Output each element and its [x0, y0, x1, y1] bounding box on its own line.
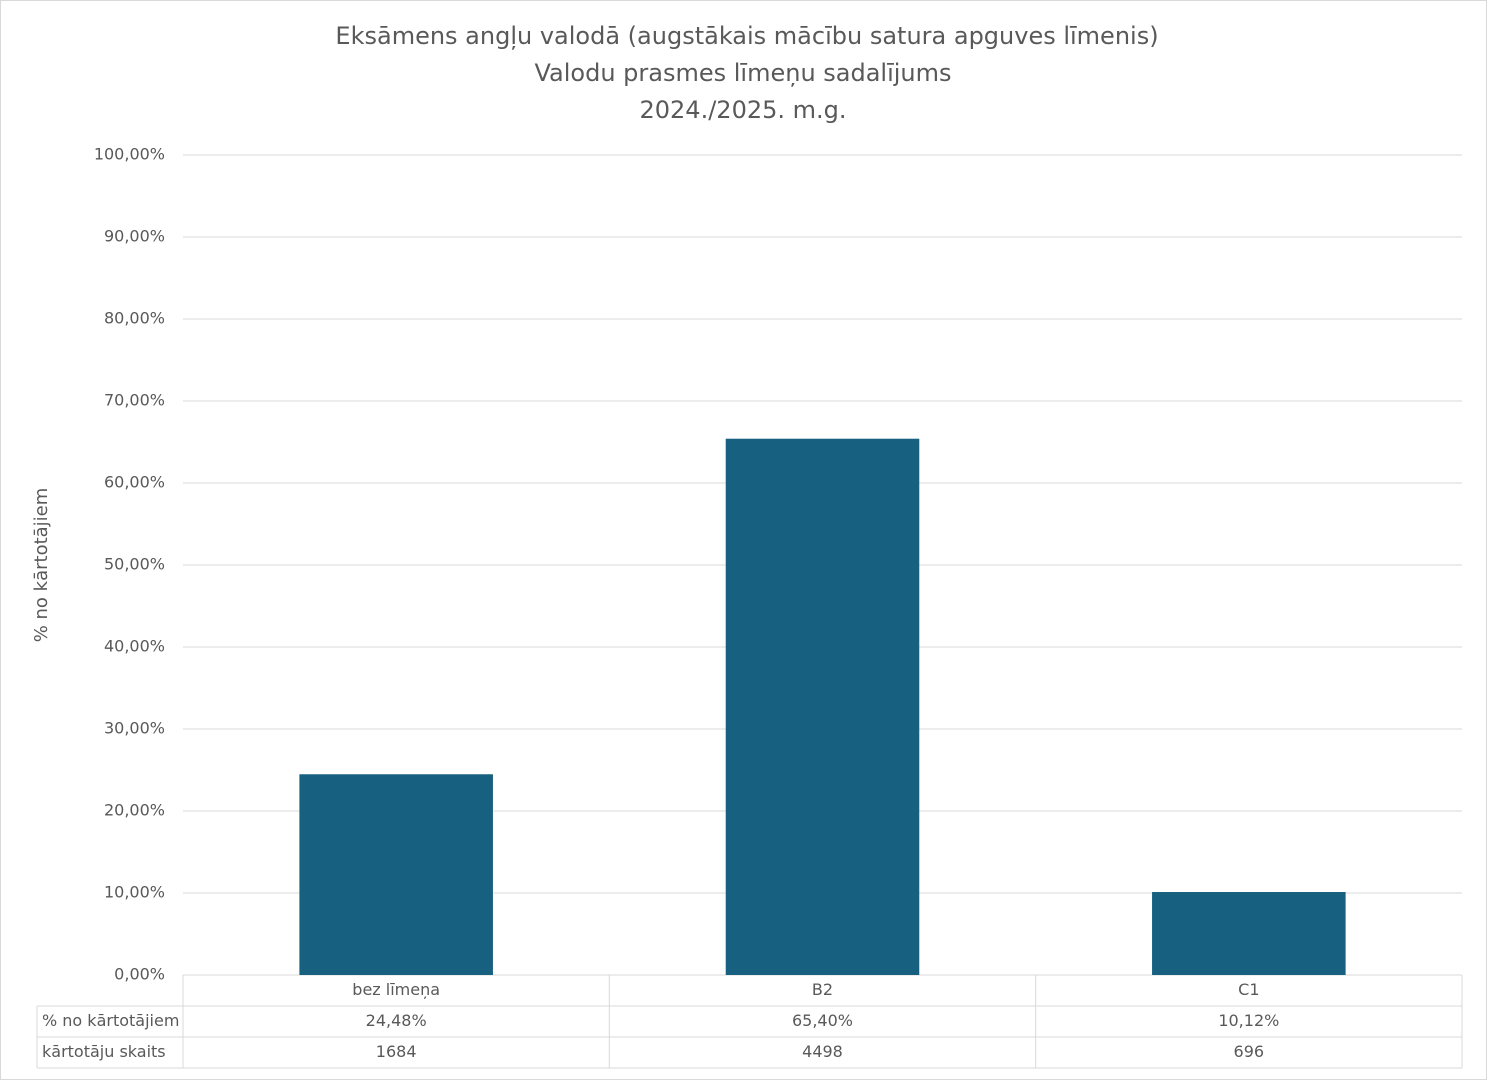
- y-tick-label: 100,00%: [94, 145, 165, 164]
- y-tick-label: 60,00%: [104, 473, 165, 492]
- table-row-label: % no kārtotājiem: [42, 1011, 179, 1030]
- table-cell: 10,12%: [1218, 1011, 1279, 1030]
- table-row-label: kārtotāju skaits: [42, 1042, 166, 1061]
- table-cell: 696: [1234, 1042, 1265, 1061]
- y-axis-label: % no kārtotājiem: [31, 488, 52, 643]
- table-cell: 65,40%: [792, 1011, 853, 1030]
- bar: [1152, 892, 1346, 975]
- table-cell: 1684: [376, 1042, 417, 1061]
- y-tick-label: 0,00%: [114, 965, 165, 984]
- y-tick-label: 10,00%: [104, 883, 165, 902]
- y-tick-label: 70,00%: [104, 391, 165, 410]
- y-tick-label: 90,00%: [104, 227, 165, 246]
- x-tick-label: C1: [1238, 980, 1259, 999]
- table-cell: 24,48%: [366, 1011, 427, 1030]
- table-cell: 4498: [802, 1042, 843, 1061]
- bar: [299, 774, 493, 975]
- x-tick-label: bez līmeņa: [352, 980, 440, 999]
- y-tick-label: 30,00%: [104, 719, 165, 738]
- chart-title: Valodu prasmes līmeņu sadalījums: [534, 59, 951, 87]
- bar: [725, 438, 920, 976]
- y-tick-label: 50,00%: [104, 555, 165, 574]
- chart-title: 2024./2025. m.g.: [640, 96, 847, 124]
- chart-title: Eksāmens angļu valodā (augstākais mācību…: [335, 22, 1158, 50]
- y-tick-label: 20,00%: [104, 801, 165, 820]
- y-tick-label: 80,00%: [104, 309, 165, 328]
- y-tick-label: 40,00%: [104, 637, 165, 656]
- x-tick-label: B2: [812, 980, 833, 999]
